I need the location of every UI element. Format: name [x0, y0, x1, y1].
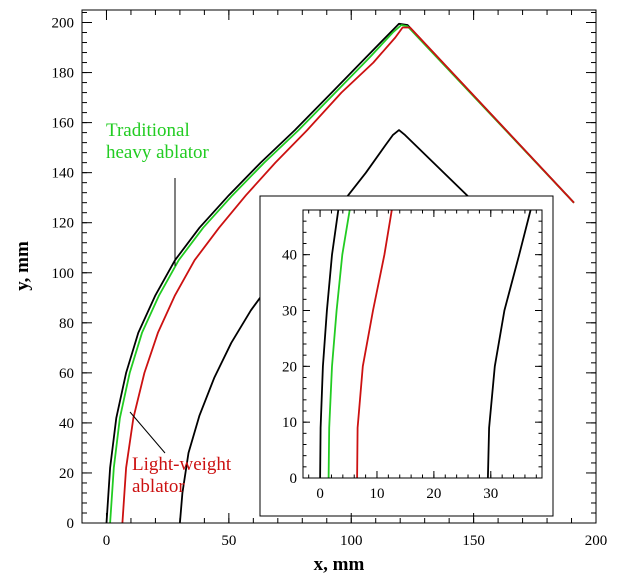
main-outer-surface-line	[105, 22, 575, 523]
annotation-line: Traditional	[106, 120, 190, 141]
y-axis-title: y, mm	[12, 241, 33, 291]
main-y-tick-label: 80	[59, 316, 74, 332]
inset-plot-series	[319, 210, 532, 478]
inset-x-tick-label: 20	[426, 486, 441, 502]
inset-y-tick-label: 20	[282, 359, 297, 375]
inset-x-tick-label: 30	[483, 486, 498, 502]
inset-axes: 0 10 20 30 0 10 20 30 40	[282, 209, 542, 502]
main-plot-frame	[81, 9, 597, 524]
main-y-tick-label: 0	[67, 516, 75, 532]
inset-x-tick-label: 10	[369, 486, 384, 502]
main-y-tick-label: 160	[52, 116, 75, 132]
main-plot-series	[105, 22, 575, 523]
main-y-tick-label: 100	[52, 266, 75, 282]
inset-light-line	[356, 210, 393, 478]
main-y-tick-label: 120	[52, 216, 75, 232]
annotation-line: heavy ablator	[106, 142, 210, 163]
inset-y-tick-label: 30	[282, 304, 297, 320]
main-x-tick-label: 0	[103, 533, 111, 549]
inset-heavy-line	[327, 210, 351, 478]
annotations: Traditional heavy ablator Light-weight abla…	[106, 120, 232, 497]
main-x-tick-label: 150	[462, 533, 485, 549]
inset-y-tick-label: 10	[282, 415, 297, 431]
annotation-leader-line	[129, 411, 166, 454]
main-y-tick-label: 60	[59, 366, 74, 382]
inset-inner-surface-line	[487, 210, 532, 478]
inset-x-tick-label: 0	[316, 486, 324, 502]
main-y-tick-label: 180	[52, 66, 75, 82]
main-y-tick-label: 200	[52, 16, 75, 32]
inset-outer-surface-line	[319, 210, 340, 478]
annotation-heavy: Traditional heavy ablator	[106, 120, 210, 163]
inset-panel	[259, 195, 554, 517]
annotation-light: Light-weight ablator	[132, 454, 232, 497]
main-light-line	[121, 26, 575, 523]
main-x-tick-label: 50	[221, 533, 236, 549]
main-x-tick-label: 100	[340, 533, 363, 549]
x-axis-title: x, mm	[314, 554, 365, 575]
inset-y-tick-label: 0	[290, 471, 298, 487]
main-heavy-line	[109, 24, 575, 523]
annotation-line: Light-weight	[132, 454, 232, 475]
main-y-tick-label: 140	[52, 166, 75, 182]
main-x-tick-label: 200	[585, 533, 608, 549]
main-y-tick-label: 40	[59, 416, 74, 432]
annotation-line: ablator	[132, 476, 185, 497]
main-y-tick-label: 20	[59, 466, 74, 482]
inset-y-tick-label: 40	[282, 248, 297, 264]
